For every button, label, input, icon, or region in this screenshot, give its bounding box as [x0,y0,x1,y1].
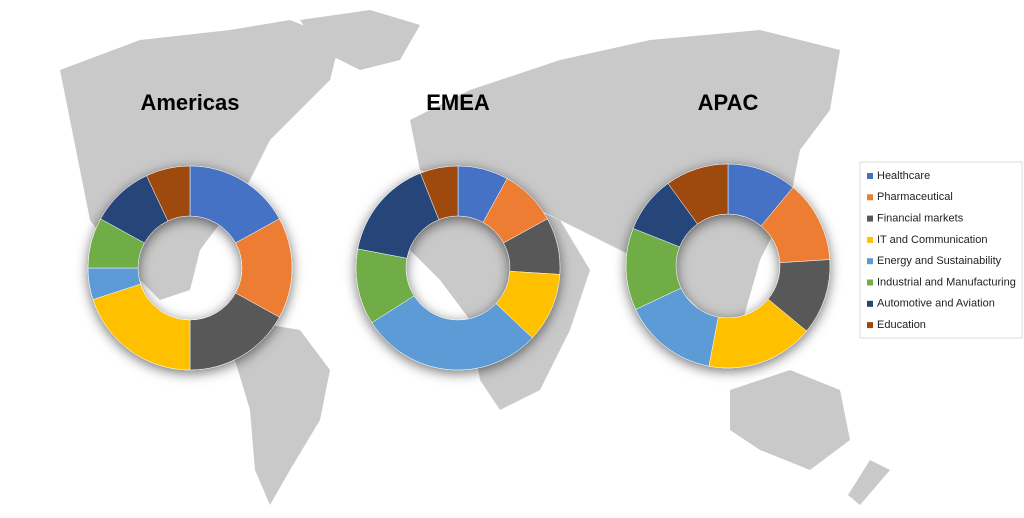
world-map [60,10,890,505]
donut [355,165,561,371]
legend-label: Pharmaceutical [877,191,953,203]
legend-swatch [867,322,873,329]
legend-label: Financial markets [877,213,964,225]
donut-title: APAC [698,90,759,115]
donut-segment [92,283,191,371]
legend-label: Energy and Sustainability [877,255,1002,267]
legend-label: Healthcare [877,170,930,182]
donut [87,165,293,371]
donut-segment [420,165,459,220]
legend-swatch [867,194,873,201]
legend-label: Industrial and Manufacturing [877,276,1016,288]
legend-swatch [867,300,873,307]
legend-label: IT and Communication [877,234,987,246]
donut [625,163,831,369]
legend-swatch [867,173,873,179]
donut-title: EMEA [426,90,490,115]
donut-segment [146,165,191,222]
donut-segment [667,163,729,225]
legend-box [859,161,1023,339]
legend-label: Education [877,319,926,331]
legend-swatch [867,258,873,265]
donut-title: Americas [140,90,239,115]
donut-segment [371,295,533,371]
legend-swatch [867,215,873,222]
legend-label: Automotive and Aviation [877,298,995,310]
legend-swatch [867,279,873,286]
legend-swatch [867,236,873,243]
